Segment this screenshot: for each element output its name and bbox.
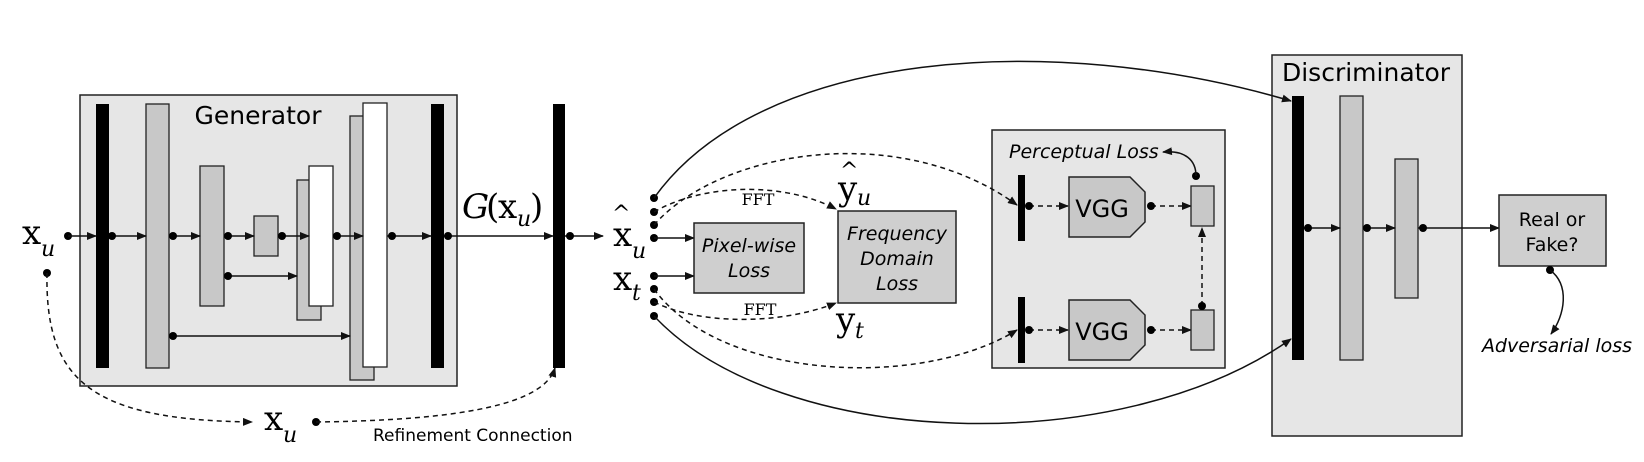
fft-upper-path [653,188,837,213]
generator-title: Generator [195,101,323,130]
y-t-label: y t [835,300,864,344]
refinement-xu-label: x u [264,399,297,448]
svg-text:u: u [857,186,871,211]
feature-lower [1190,309,1215,351]
svg-text:VGG: VGG [1075,318,1129,346]
generator-layer-4 [253,215,279,257]
yhat-u-label: ^ y u [837,159,871,211]
generator-up-layer-b [362,102,388,368]
generator-up-layer-a [308,165,334,307]
svg-text:t: t [632,281,641,306]
discriminator-layer-2 [1339,95,1364,361]
xt-to-discriminator-path [653,315,1292,425]
svg-text:^: ^ [840,159,858,184]
svg-text:(: ( [486,187,499,227]
discriminator-input-layer [1292,96,1304,360]
svg-text:u: u [283,423,297,448]
svg-text:G: G [462,187,489,227]
discriminator-block: Discriminator [1271,54,1500,437]
generator-layer-1 [96,104,109,368]
svg-text:Frequency: Frequency [847,223,948,245]
adversarial-loss-label: Adversarial loss [1480,335,1632,357]
fft-lower-label: FFT [744,300,777,319]
real-or-fake-box: Real or Fake? [1498,194,1607,267]
discriminator-title: Discriminator [1282,58,1451,87]
feature-upper [1190,185,1215,227]
svg-text:): ) [530,187,543,227]
output-xhat-u-label: ^ x u [612,202,646,264]
vgg-lower: VGG [1068,299,1146,361]
svg-text:Domain: Domain [860,248,934,270]
refinement-label: Refinement Connection [373,426,573,446]
svg-text:^: ^ [612,202,630,227]
svg-text:y: y [837,169,858,209]
xt-to-perceptual-path [653,288,1018,369]
perceptual-title: Perceptual Loss [1009,141,1159,163]
svg-text:x: x [22,213,41,253]
generator-block: Generator [79,94,458,387]
generator-layer-3 [199,165,225,307]
svg-text:u: u [517,207,531,232]
svg-text:Pixel-wise: Pixel-wise [702,235,796,257]
refinement-layer [553,104,565,368]
svg-text:Real or: Real or [1519,209,1586,231]
refinement-in-path [46,272,253,426]
generator-output-layer [431,104,444,368]
input-xu-label: x u [22,213,55,262]
svg-text:t: t [855,319,864,344]
target-xt-label: x t [613,259,641,306]
svg-text:u: u [632,239,646,264]
pixel-wise-loss-box: Pixel-wise Loss [693,222,805,294]
fft-upper-label: FFT [742,190,775,209]
xhat-to-perceptual-path [653,152,1018,226]
vgg-upper: VGG [1068,176,1146,238]
svg-text:Loss: Loss [876,273,918,295]
svg-text:u: u [41,237,55,262]
perceptual-input-lower [1018,297,1025,363]
svg-text:x: x [613,259,632,299]
perceptual-loss-arrow [1162,147,1197,177]
refinement-out-path [315,367,557,423]
generator-output-label: G ( x u ) [462,187,543,232]
svg-text:Loss: Loss [728,260,770,282]
svg-text:x: x [613,215,632,255]
svg-text:y: y [835,300,856,340]
frequency-domain-loss-box: Frequency Domain Loss [837,210,957,304]
svg-text:Fake?: Fake? [1526,234,1579,256]
svg-text:x: x [264,399,283,439]
svg-text:x: x [498,187,517,227]
discriminator-layer-3 [1394,158,1419,299]
perceptual-loss-block: Perceptual Loss VGG VGG [991,129,1226,369]
svg-text:VGG: VGG [1075,195,1129,223]
generator-layer-2 [145,103,170,369]
xhat-to-discriminator-path [653,60,1292,199]
perceptual-input-upper [1018,175,1025,241]
adversarial-loss-arrow [1549,269,1565,335]
